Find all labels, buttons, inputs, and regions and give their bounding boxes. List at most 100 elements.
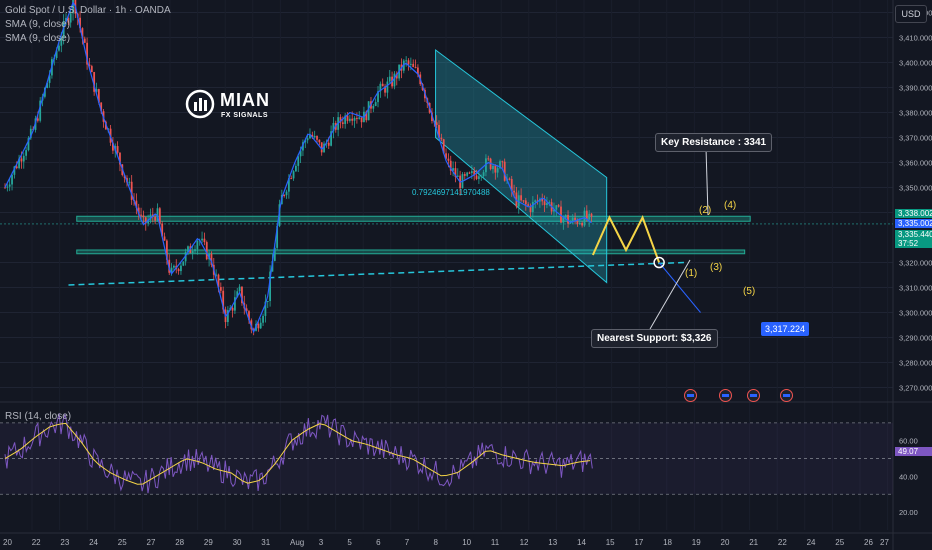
candle-body: [576, 220, 579, 225]
candle-body: [510, 179, 513, 191]
rsi-value-tag: 49.07: [895, 447, 932, 456]
candle-body: [585, 210, 588, 220]
candle-body: [67, 18, 70, 23]
x-tick-label: 23: [60, 538, 69, 547]
candle-body: [492, 165, 494, 170]
y-tick-label: 3,360.000: [899, 159, 932, 168]
candle-body: [201, 238, 203, 241]
y-tick-label: 3,370.000: [899, 134, 932, 143]
candle-body: [414, 66, 417, 68]
candle-body: [405, 60, 408, 62]
x-tick-label: 17: [634, 538, 643, 547]
candle-body: [217, 274, 220, 288]
y-tick-label: 3,410.000: [899, 34, 932, 43]
x-tick-label: Aug: [290, 538, 304, 547]
candle-body: [541, 198, 544, 202]
x-tick-label: 24: [807, 538, 816, 547]
currency-button[interactable]: USD: [895, 5, 927, 23]
flag-event-icon[interactable]: [747, 389, 760, 402]
wave-label-5: (5): [743, 286, 756, 297]
candle-body: [69, 13, 72, 23]
x-tick-label: 18: [663, 538, 672, 547]
candle-body: [557, 205, 560, 207]
candle-body: [311, 134, 314, 138]
y-tick-label: 3,270.000: [899, 384, 932, 393]
candle-body: [39, 100, 42, 121]
x-tick-label: 29: [204, 538, 213, 547]
candle-body: [182, 261, 185, 266]
candle-body: [569, 222, 572, 224]
flag-event-icon[interactable]: [780, 389, 793, 402]
fib-level-label: 0.7924697141970488: [412, 188, 490, 197]
candle-body: [480, 176, 483, 178]
candle-body: [144, 217, 147, 224]
support-zone: [76, 249, 746, 255]
x-tick-label: 27: [147, 538, 156, 547]
candle-body: [379, 83, 382, 92]
candle-body: [48, 75, 51, 83]
candle-body: [264, 301, 267, 316]
candle-body: [567, 214, 569, 224]
candle-body: [365, 111, 368, 121]
candle-body: [8, 184, 11, 187]
key-resistance-callout: Key Resistance : 3341: [655, 133, 773, 152]
candle-body: [360, 117, 363, 123]
candle-body: [571, 217, 574, 223]
logo-icon: [185, 89, 215, 119]
candle-body: [508, 178, 511, 180]
brand-logo: MIAN FX SIGNALS: [185, 88, 275, 128]
candle-body: [581, 222, 584, 226]
candle-body: [234, 297, 236, 311]
candle-body: [13, 166, 16, 175]
candle-body: [205, 242, 208, 260]
sma-line: [4, 1, 592, 334]
candle-body: [226, 310, 229, 323]
rsi-legend[interactable]: RSI (14, close): [5, 411, 72, 422]
x-tick-label: 31: [261, 538, 270, 547]
candle-body: [173, 265, 175, 268]
sma-legend-2[interactable]: SMA (9, close): [5, 33, 71, 44]
candle-body: [46, 82, 49, 88]
x-tick-label: 15: [606, 538, 615, 547]
candle-body: [191, 251, 194, 254]
flag-event-icon[interactable]: [719, 389, 732, 402]
candle-body: [402, 60, 405, 71]
y-tick-label: 3,300.000: [899, 309, 932, 318]
candle-body: [482, 172, 485, 177]
candle-body: [11, 174, 13, 185]
candle-body: [313, 135, 316, 138]
candle-body: [170, 267, 173, 273]
candle-body: [194, 249, 196, 252]
candle-body: [409, 63, 412, 65]
x-tick-label: 26: [864, 538, 873, 547]
candle-body: [555, 205, 558, 210]
candle-body: [574, 217, 576, 221]
candle-body: [165, 240, 168, 260]
candle-body: [88, 64, 91, 67]
candle-body: [353, 117, 356, 121]
candle-body: [351, 118, 354, 121]
x-tick-label: 22: [778, 538, 787, 547]
candle-body: [588, 213, 591, 220]
symbol-legend: Gold Spot / U.S. Dollar · 1h · OANDA: [5, 5, 171, 16]
candle-body: [283, 195, 286, 197]
candle-body: [470, 171, 473, 174]
sma-legend-1[interactable]: SMA (9, close): [5, 19, 71, 30]
candle-body: [6, 186, 9, 188]
wave-label-2: (2): [699, 205, 712, 216]
candle-body: [112, 142, 114, 151]
candle-body: [93, 72, 96, 92]
candle-body: [327, 142, 330, 146]
candle-body: [395, 73, 398, 79]
x-tick-label: 6: [376, 538, 381, 547]
candle-body: [215, 274, 218, 276]
candle-body: [332, 123, 335, 132]
wave-label-1: (1): [685, 268, 698, 279]
flash-event-icon[interactable]: [684, 389, 697, 402]
candle-body: [499, 161, 501, 169]
candle-body: [323, 143, 325, 153]
candle-body: [320, 142, 323, 153]
price-tag-countdown: 37:52: [895, 239, 932, 248]
candle-body: [18, 158, 20, 169]
